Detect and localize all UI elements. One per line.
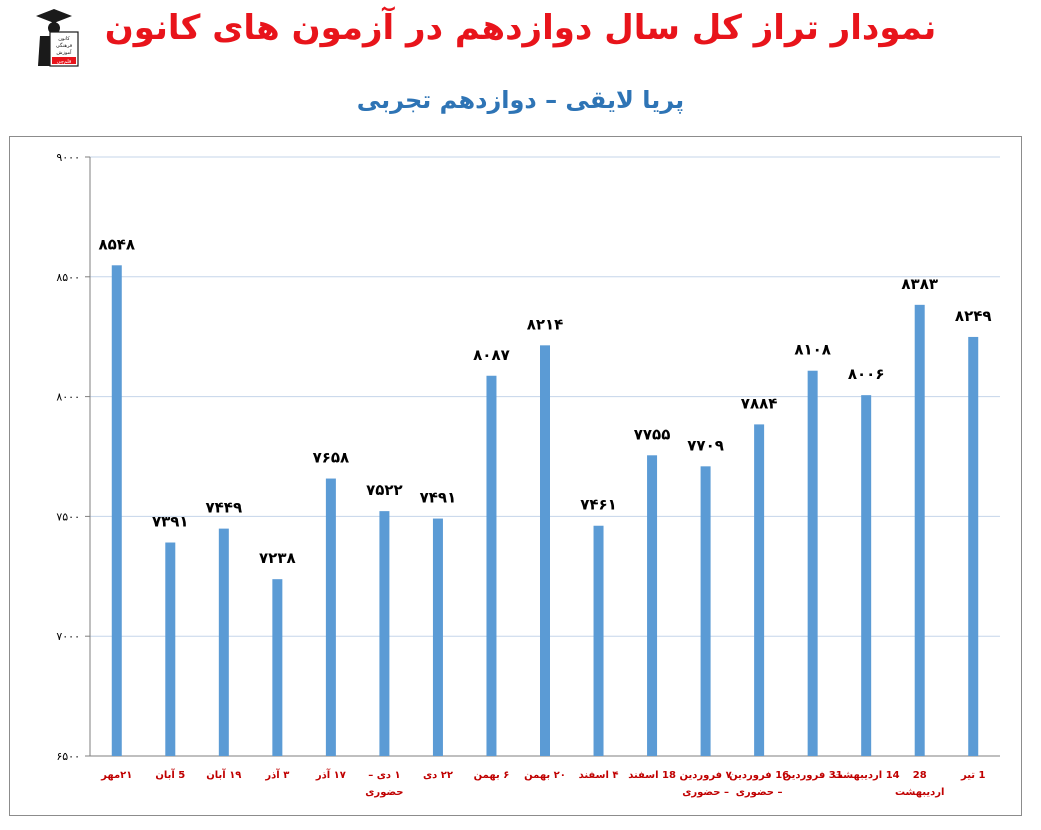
data-label: ۸۲۱۴ bbox=[527, 315, 564, 333]
bar bbox=[968, 336, 979, 756]
bar bbox=[325, 478, 336, 756]
bar bbox=[432, 518, 443, 756]
chart-subtitle: پریا لایقی – دوازدهم تجربی bbox=[356, 86, 685, 114]
data-label: ۷۵۲۲ bbox=[366, 481, 403, 499]
data-label: ۷۳۹۱ bbox=[152, 513, 189, 531]
data-label: ۷۶۵۸ bbox=[313, 449, 350, 467]
y-tick-label: ۷۵۰۰ bbox=[56, 510, 80, 523]
bar bbox=[593, 525, 604, 756]
data-label: ۸۵۴۸ bbox=[98, 235, 135, 253]
graduate-logo-icon: کانون فرهنگی آموزش قلم‌چی bbox=[36, 9, 79, 67]
x-tick-label: ۳ آذر bbox=[264, 768, 289, 781]
bar bbox=[754, 424, 765, 756]
x-tick-label: 5 آبان bbox=[155, 768, 185, 781]
y-tick-label: ۶۵۰۰ bbox=[56, 750, 80, 763]
bar bbox=[700, 466, 711, 756]
logo-line-1: کانون bbox=[58, 36, 70, 42]
bar bbox=[272, 579, 283, 756]
x-tick-label: ۶ بهمن bbox=[474, 770, 510, 781]
data-label: ۸۰۰۶ bbox=[848, 365, 885, 383]
y-tick-label: ۸۰۰۰ bbox=[56, 391, 80, 404]
x-tick-label: ۱۹ آبان bbox=[206, 768, 241, 781]
x-tick-label: 14 اردیبهشت bbox=[833, 770, 900, 781]
logo-line-2: فرهنگی bbox=[56, 42, 73, 49]
data-label: ۸۳۸۳ bbox=[901, 275, 938, 293]
bar bbox=[540, 345, 550, 756]
x-tick-label: ۷ فروردین bbox=[679, 770, 731, 781]
x-tick-label: ۲۲ دی bbox=[423, 770, 453, 781]
data-label: ۸۲۴۹ bbox=[955, 307, 992, 325]
data-label: ۷۷۵۵ bbox=[634, 425, 671, 443]
chart-frame: ۶۵۰۰ ۷۰۰۰ ۷۵۰۰ ۸۰۰۰ ۸۵۰۰ ۹۰۰۰ ۸۵۴۸ ۲۱مهر ۷۳۹۱ 5 آ… bbox=[9, 136, 1022, 816]
x-tick-label: ۱ دی – bbox=[368, 770, 400, 781]
bar-chart: ۶۵۰۰ ۷۰۰۰ ۷۵۰۰ ۸۰۰۰ ۸۵۰۰ ۹۰۰۰ ۸۵۴۸ ۲۱مهر ۷۳۹۱ 5 آ… bbox=[56, 151, 1000, 798]
data-label: ۸۱۰۸ bbox=[794, 341, 831, 359]
data-label: ۸۰۸۷ bbox=[473, 346, 510, 364]
y-tick-label: ۸۵۰۰ bbox=[56, 271, 80, 284]
x-tick-label: 31 فروردین bbox=[783, 770, 843, 781]
data-label: ۷۲۳۸ bbox=[259, 549, 296, 567]
x-tick-label: ۲۰ بهمن bbox=[524, 770, 566, 781]
bar bbox=[807, 370, 818, 756]
data-label: ۷۴۴۹ bbox=[206, 499, 243, 517]
x-tick-label: – حضوری bbox=[736, 787, 783, 798]
bar bbox=[647, 455, 658, 756]
data-label: ۷۷۰۹ bbox=[687, 436, 724, 454]
bar bbox=[861, 395, 872, 756]
bar bbox=[379, 511, 390, 756]
chart-title: نمودار تراز کل سال دوازدهم در آزمون های … bbox=[104, 8, 937, 48]
x-tick-label: – حضوری bbox=[682, 787, 729, 798]
x-tick-label: 18 اسفند bbox=[628, 770, 676, 781]
x-tick-label: 16 فروردین bbox=[729, 770, 789, 781]
x-tick-label: ۲۱مهر bbox=[100, 770, 132, 781]
x-tick-label: ۴ اسفند bbox=[579, 770, 619, 781]
y-tick-label: ۷۰۰۰ bbox=[56, 630, 80, 643]
data-label: ۷۸۸۴ bbox=[741, 394, 778, 412]
logo-line-4: قلم‌چی bbox=[57, 59, 72, 65]
x-tick-label: حضوری bbox=[365, 787, 403, 798]
bar bbox=[486, 375, 497, 756]
bar bbox=[914, 304, 925, 756]
x-tick-label: 28 bbox=[913, 770, 927, 781]
x-tick-label: اردیبهشت bbox=[895, 787, 945, 798]
x-tick-label: ۱۷ آذر bbox=[315, 768, 346, 781]
y-tick-label: ۹۰۰۰ bbox=[56, 151, 80, 164]
data-label: ۷۴۶۱ bbox=[580, 496, 617, 514]
x-tick-label: 1 تیر bbox=[960, 770, 986, 781]
bar bbox=[218, 528, 229, 756]
logo-line-3: آموزش bbox=[56, 49, 72, 56]
data-label: ۷۴۹۱ bbox=[420, 489, 457, 507]
bar bbox=[111, 265, 122, 756]
bar bbox=[165, 542, 176, 756]
